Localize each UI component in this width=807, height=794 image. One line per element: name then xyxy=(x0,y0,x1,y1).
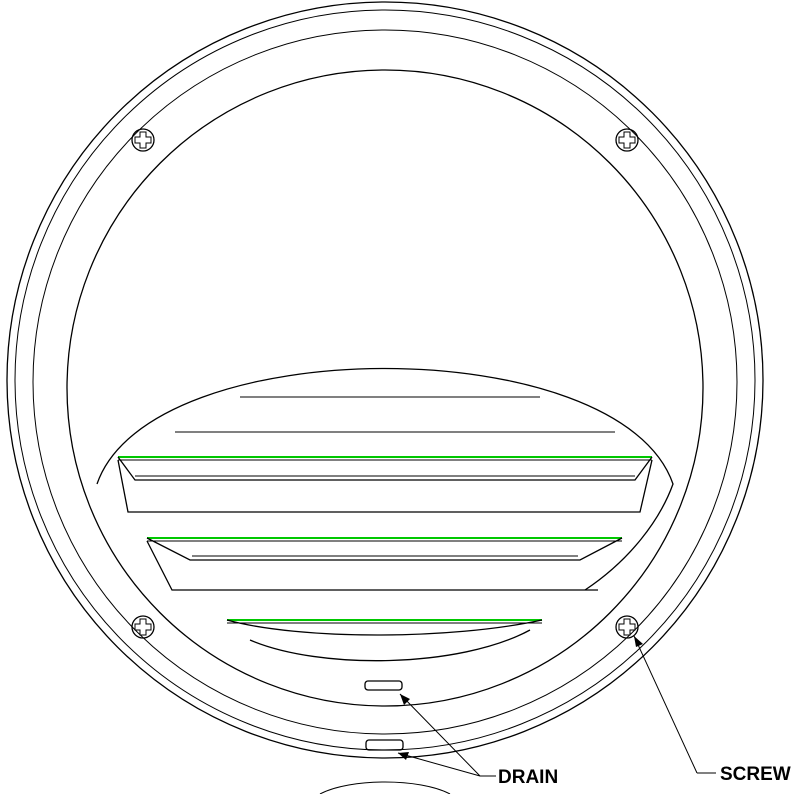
screw-label: SCREW xyxy=(720,764,791,785)
flange-step-ring xyxy=(32,29,738,735)
louver-3-lower-curve xyxy=(249,629,531,662)
hood-ellipse-outline xyxy=(96,367,674,591)
screw-bottom-left xyxy=(131,615,155,639)
screw-top-right xyxy=(615,128,639,152)
louver-2-face xyxy=(146,537,623,561)
louver-2-side-walls xyxy=(146,540,598,591)
screw-top-left xyxy=(131,128,155,152)
drain-leader-lines xyxy=(397,693,496,777)
screw-bottom-right xyxy=(615,615,639,639)
drain-label: DRAIN xyxy=(498,767,558,788)
inner-opening-circle xyxy=(66,69,704,707)
drain-slot-upper xyxy=(364,680,403,691)
lower-circle-partial xyxy=(319,781,451,794)
screw-leader-line xyxy=(633,635,716,774)
outer-flange-ring-inner-edge xyxy=(14,9,756,751)
louver-3-curve xyxy=(226,619,543,636)
drain-slot-lower xyxy=(365,739,404,751)
louver-1-side-walls xyxy=(117,459,653,513)
louver-1-face xyxy=(117,456,653,481)
outer-flange-ring xyxy=(6,1,764,759)
